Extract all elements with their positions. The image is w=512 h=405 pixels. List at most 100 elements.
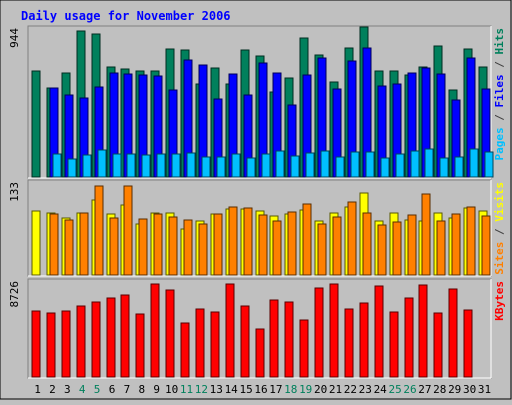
bar-sites	[198, 223, 208, 276]
bar-pages	[484, 151, 494, 178]
x-tick-label: 6	[109, 383, 116, 396]
legend-part: Files	[493, 74, 506, 107]
bar-sites	[228, 206, 238, 276]
series-files	[49, 47, 491, 178]
legend-part: Visits	[493, 182, 506, 222]
legend-part: Pages	[493, 127, 506, 160]
bar-kbytes	[463, 309, 473, 378]
bar-sites	[243, 207, 253, 276]
bar-sites	[407, 214, 417, 276]
bar-sites	[362, 212, 372, 276]
bar-sites	[79, 212, 89, 276]
bar-kbytes	[448, 288, 458, 378]
bar-pages	[52, 153, 62, 178]
legend-part: KBytes	[493, 281, 506, 321]
bar-pages	[305, 152, 315, 178]
bar-kbytes	[329, 283, 339, 378]
y-max-label: 944	[8, 28, 21, 48]
x-tick-label: 18	[284, 383, 297, 396]
bar-pages	[424, 148, 434, 178]
bar-sites	[481, 215, 491, 276]
y-max-label: 8726	[8, 281, 21, 308]
bar-kbytes	[165, 289, 175, 378]
bar-pages	[454, 156, 464, 178]
panel-legend: Sites / Visits	[493, 182, 506, 275]
bar-pages	[97, 149, 107, 178]
bar-sites	[94, 185, 104, 276]
bar-sites	[183, 219, 193, 276]
x-tick-label: 14	[225, 383, 239, 396]
bar-pages	[439, 157, 449, 178]
x-tick-label: 21	[329, 383, 342, 396]
bar-pages	[141, 154, 151, 178]
bar-pages	[171, 153, 181, 178]
x-tick-label: 27	[418, 383, 431, 396]
bar-kbytes	[284, 301, 294, 378]
bar-kbytes	[150, 283, 160, 378]
bar-pages	[246, 157, 256, 178]
x-tick-label: 30	[463, 383, 476, 396]
legend-part: /	[493, 222, 506, 242]
bar-sites	[168, 216, 178, 276]
bar-pages	[156, 153, 166, 178]
bar-kbytes	[269, 299, 279, 378]
bar-kbytes	[299, 319, 309, 378]
bar-pages	[216, 156, 226, 178]
bar-kbytes	[418, 284, 428, 378]
bar-kbytes	[225, 283, 235, 378]
bar-kbytes	[135, 313, 145, 378]
bar-kbytes	[46, 312, 56, 378]
bar-sites	[347, 201, 357, 276]
bar-pages	[82, 154, 92, 178]
panel-legend: KBytes	[493, 281, 506, 321]
bar-sites	[272, 220, 282, 276]
bar-sites	[109, 217, 119, 276]
series-sites	[49, 185, 491, 276]
x-tick-label: 9	[153, 383, 160, 396]
y-max-label: 133	[8, 182, 21, 202]
x-tick-label: 5	[94, 383, 101, 396]
bar-kbytes	[180, 322, 190, 378]
bar-sites	[153, 213, 163, 276]
bar-pages	[469, 148, 479, 178]
x-tick-label: 17	[269, 383, 282, 396]
bar-pages	[350, 151, 360, 178]
bar-hits	[31, 70, 41, 178]
bar-kbytes	[91, 301, 101, 378]
bar-sites	[436, 220, 446, 276]
bar-pages	[112, 153, 122, 178]
x-tick-label: 1	[34, 383, 41, 396]
x-tick-label: 25	[388, 383, 401, 396]
bar-pages	[365, 151, 375, 178]
bar-sites	[138, 218, 148, 276]
panel-legend: Pages / Files / Hits	[493, 28, 506, 161]
x-axis-day-labels: 1 2 3 4 5 6 7 8 9 10 11 12 13 14 15 16 17 18 19 20 21 22 23 24 2…	[34, 383, 491, 396]
bar-visits	[31, 210, 41, 276]
bar-kbytes	[195, 308, 205, 378]
bar-sites	[317, 223, 327, 276]
x-tick-label: 31	[478, 383, 491, 396]
panel-top: 944 Pages / Files / Hits	[8, 25, 506, 179]
x-tick-label: 10	[165, 383, 178, 396]
bar-sites	[302, 203, 312, 276]
bar-pages	[186, 152, 196, 178]
series-kbytes	[31, 283, 473, 378]
x-tick-label: 16	[254, 383, 267, 396]
x-tick-label: 29	[448, 383, 461, 396]
x-tick-label: 15	[239, 383, 252, 396]
x-tick-label: 7	[124, 383, 131, 396]
bar-sites	[123, 185, 133, 276]
x-tick-label: 3	[64, 383, 71, 396]
bar-sites	[49, 213, 59, 276]
bar-sites	[421, 193, 431, 276]
bar-pages	[380, 157, 390, 178]
bar-pages	[395, 153, 405, 178]
x-tick-label: 2	[49, 383, 56, 396]
bar-pages	[67, 158, 77, 178]
x-tick-label: 28	[433, 383, 446, 396]
bar-sites	[377, 224, 387, 276]
bar-kbytes	[389, 311, 399, 378]
bar-kbytes	[210, 311, 220, 378]
legend-part: /	[493, 55, 506, 75]
